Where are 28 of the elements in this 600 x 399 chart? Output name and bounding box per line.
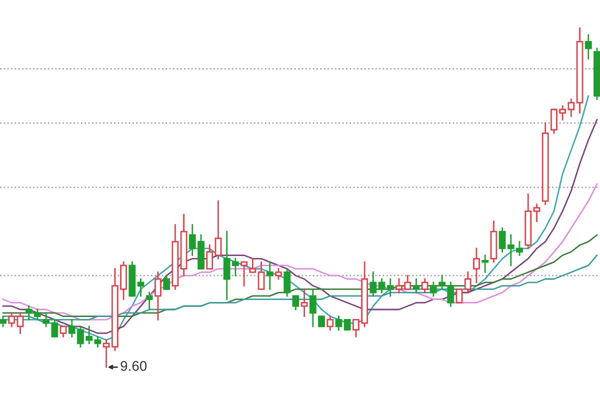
candlestick <box>584 34 592 60</box>
candlestick <box>137 278 144 297</box>
candlestick <box>498 227 506 253</box>
candlestick <box>421 278 428 294</box>
candlestick <box>266 261 274 290</box>
candlestick <box>533 204 540 222</box>
candlestick <box>490 220 498 263</box>
candlestick <box>300 288 308 317</box>
candlestick <box>370 272 377 297</box>
candlestick <box>378 278 386 294</box>
candlestick <box>214 200 222 260</box>
candlestick <box>335 316 342 331</box>
candlestick <box>326 316 334 331</box>
candlestick <box>386 278 394 297</box>
candlestick <box>542 122 549 206</box>
candlestick <box>524 194 532 250</box>
candlestick <box>8 312 16 328</box>
candlestick <box>172 224 179 290</box>
candlestick <box>94 336 102 348</box>
candlestick <box>16 312 24 334</box>
candlestick <box>412 278 420 294</box>
candlestick <box>180 214 188 276</box>
candlestick <box>576 27 584 114</box>
candlestick <box>284 268 291 297</box>
candlestick <box>464 272 472 294</box>
candlestick <box>146 292 153 310</box>
annotation: 9.60 <box>120 361 147 371</box>
candlestick <box>309 288 316 328</box>
